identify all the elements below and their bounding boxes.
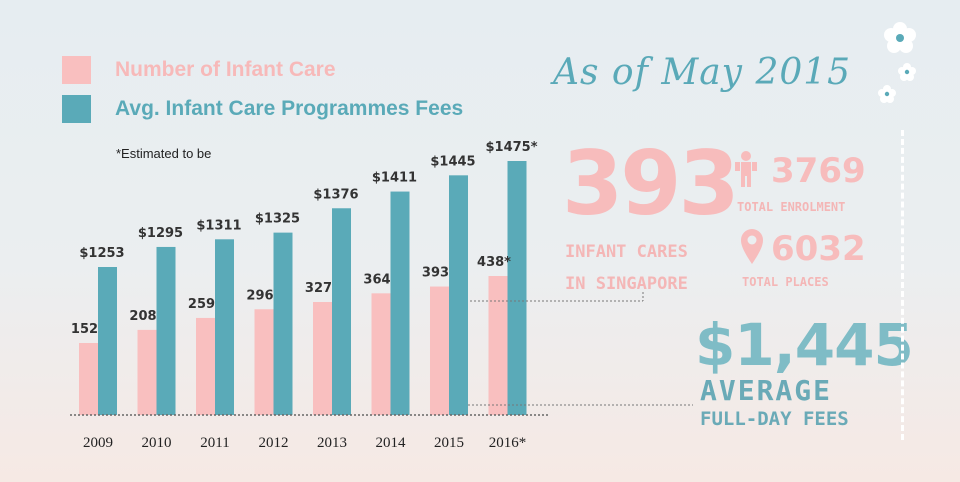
location-pin-icon [741,229,763,264]
bar-infant-care [196,317,215,415]
legend-swatch-pink [62,56,91,84]
bar-label-infant-care: 208 [129,309,156,324]
as-of-title: As of May 2015 [553,52,852,93]
bar-label-infant-care: 438* [477,255,511,270]
legend-label-infant-care: Number of Infant Care [115,58,336,81]
enrolment-label: TOTAL ENROLMENT [737,200,846,214]
bar-infant-care [313,302,332,415]
category-label: 2013 [317,435,347,451]
bar-label-infant-care: 152 [71,322,98,337]
bar-label-infant-care: 364 [363,272,390,287]
bar-fees [273,232,293,415]
category-label: 2014 [376,435,407,451]
dashed-divider [901,130,904,440]
bar-label-fees: $1376 [313,187,358,202]
flower-icon [878,85,896,103]
enrolment-value: 3769 [771,151,866,191]
bar-label-fees: $1295 [138,226,183,241]
category-label: 2012 [259,435,289,451]
infant-cares-label: INFANT CARES IN SINGAPORE [565,236,688,300]
infant-cares-count: 393 [562,132,740,235]
legend-item-fees: Avg. Infant Care Programmes Fees [62,95,463,123]
bar-fees [390,191,410,415]
flower-icon [898,63,916,81]
category-label: 2016* [489,435,527,451]
bar-infant-care [488,276,508,415]
person-icon [735,151,757,187]
infant-cares-line-2: IN SINGAPORE [565,274,688,294]
bar-fees [507,161,527,415]
bar-fees [332,208,351,415]
bar-infant-care [79,343,98,415]
places-label: TOTAL PLACES [742,275,829,289]
bar-label-infant-care: 296 [246,288,273,303]
average-fee-value: $1,445 [695,311,914,379]
bar-fees [215,239,234,415]
infant-cares-line-1: INFANT CARES [565,242,688,262]
estimate-note: *Estimated to be [116,146,212,161]
flower-icon [884,22,916,53]
bar-fees [156,246,176,415]
legend-label-fees: Avg. Infant Care Programmes Fees [115,97,464,120]
bar-label-fees: $1253 [79,246,124,261]
bar-label-fees: $1411 [372,171,417,186]
bar-label-fees: $1445 [430,154,475,169]
bar-label-fees: $1475* [485,140,537,155]
legend-swatch-teal [62,95,91,123]
full-day-fees-label: FULL-DAY FEES [700,408,849,430]
legend-item-infant-care: Number of Infant Care [62,56,336,84]
category-label: 2015 [434,435,464,451]
category-label: 2009 [83,435,113,451]
bar-infant-care [371,293,391,415]
bar-infant-care [254,309,274,415]
category-label: 2010 [142,435,172,451]
bar-label-infant-care: 259 [188,297,215,312]
places-value: 6032 [771,229,866,269]
bar-label-infant-care: 393 [422,266,449,281]
bar-label-fees: $1311 [196,218,241,233]
category-label: 2011 [200,435,229,451]
bar-fees [98,267,117,415]
bar-label-fees: $1325 [255,212,300,227]
bar-label-infant-care: 327 [305,281,332,296]
bar-infant-care [430,286,449,415]
average-label: AVERAGE [700,374,833,407]
bar-fees [449,175,468,415]
bar-infant-care [137,329,157,415]
